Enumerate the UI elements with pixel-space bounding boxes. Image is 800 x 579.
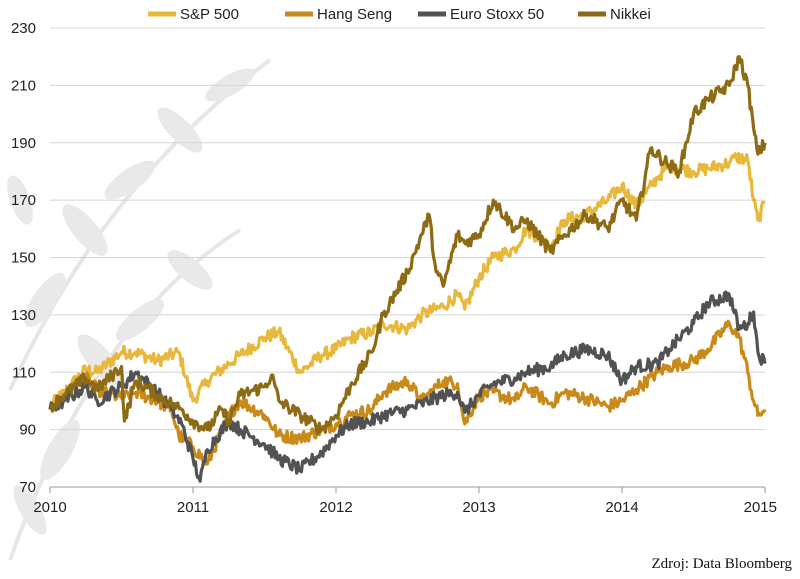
series-lines xyxy=(48,55,767,483)
y-tick-label: 230 xyxy=(11,20,36,37)
legend-label: S&P 500 xyxy=(180,6,239,23)
x-tick-label: 2012 xyxy=(319,499,352,516)
legend-label: Nikkei xyxy=(610,6,651,23)
x-tick-label: 2013 xyxy=(462,499,495,516)
y-tick-label: 190 xyxy=(11,135,36,152)
series-line-nikkei xyxy=(48,55,767,435)
x-tick-label: 2011 xyxy=(177,499,209,516)
legend-label: Hang Seng xyxy=(317,6,392,23)
olive-branch-watermark xyxy=(7,58,272,561)
legend: S&P 500 Hang Seng Euro Stoxx 50 Nikkei xyxy=(148,6,651,23)
y-tick-label: 170 xyxy=(11,192,36,209)
y-tick-label: 90 xyxy=(19,422,36,439)
legend-label: Euro Stoxx 50 xyxy=(450,6,544,23)
x-axis: 2010 2011 2012 2013 2014 2015 xyxy=(33,486,777,516)
y-tick-label: 130 xyxy=(11,307,36,324)
x-tick-label: 2015 xyxy=(744,499,777,516)
y-tick-label: 110 xyxy=(12,364,36,381)
series-line-s-p-500 xyxy=(48,152,766,409)
y-tick-label: 70 xyxy=(19,479,36,496)
source-note: Zdroj: Data Bloomberg xyxy=(651,556,792,572)
y-axis: 230 210 190 170 150 130 110 90 70 xyxy=(11,20,36,496)
y-tick-label: 150 xyxy=(11,250,36,267)
x-tick-label: 2010 xyxy=(33,499,66,516)
gridlines xyxy=(50,27,765,431)
y-tick-label: 210 xyxy=(11,77,36,94)
x-tick-label: 2014 xyxy=(605,499,638,516)
